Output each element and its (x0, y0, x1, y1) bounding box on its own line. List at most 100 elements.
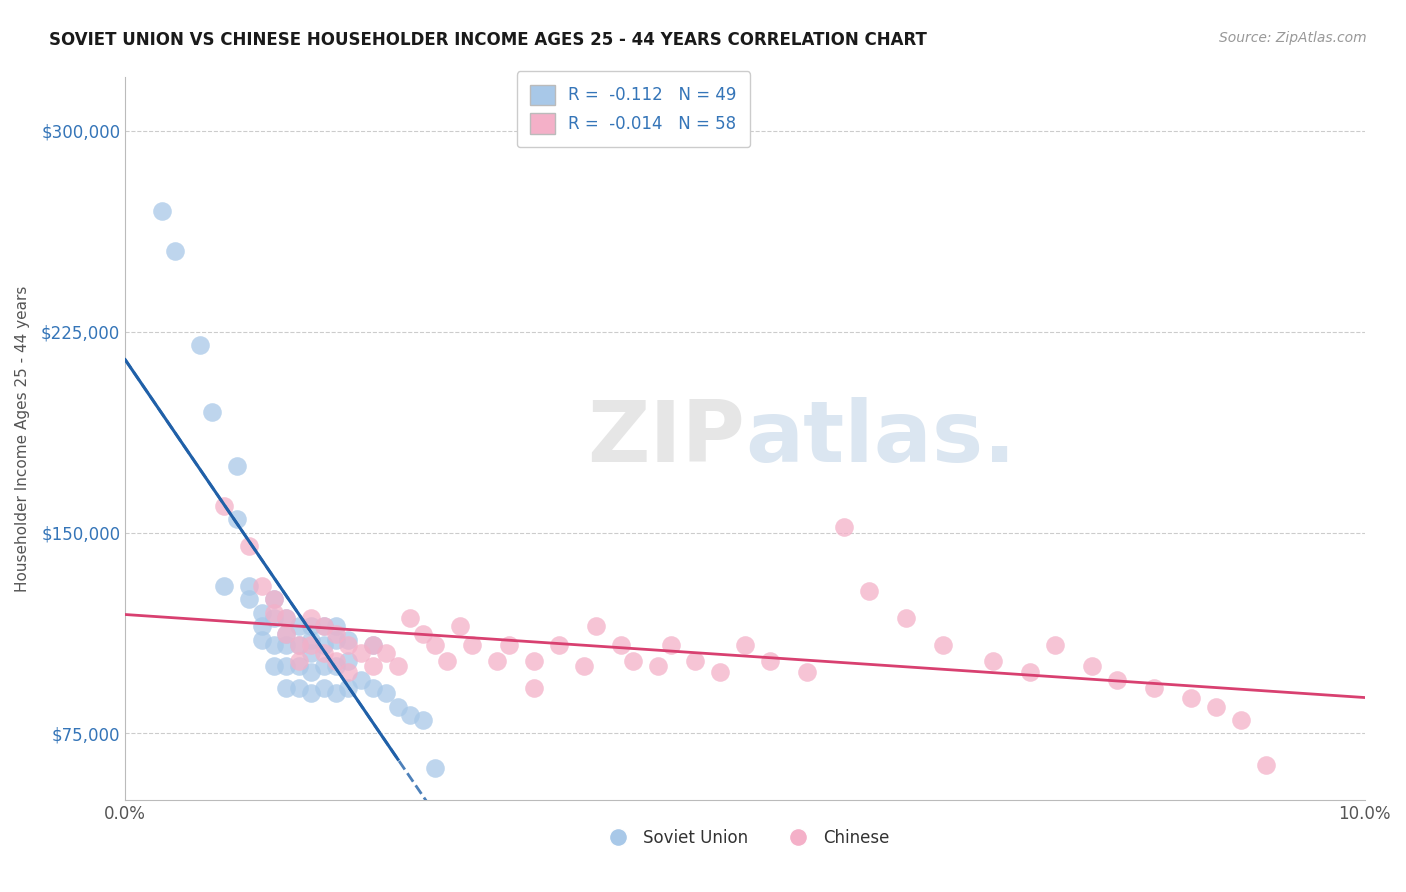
Point (361, 659, 384, 673)
Point (659, 638, 682, 652)
Legend: Soviet Union, Chinese: Soviet Union, Chinese (595, 822, 896, 854)
Point (858, 584, 880, 599)
Point (276, 681, 298, 695)
Point (412, 713, 434, 727)
Point (263, 611, 285, 625)
Point (325, 659, 347, 673)
Point (572, 659, 595, 673)
Point (350, 646, 373, 660)
Point (623, 654, 645, 668)
Point (263, 606, 285, 620)
Point (250, 606, 273, 620)
Point (225, 458, 247, 473)
Point (312, 619, 335, 633)
Point (299, 665, 322, 679)
Point (610, 638, 633, 652)
Point (337, 638, 360, 652)
Point (1081, 659, 1104, 673)
Point (387, 659, 409, 673)
Point (325, 686, 347, 700)
Point (832, 520, 855, 534)
Point (287, 659, 309, 673)
Point (709, 665, 731, 679)
Text: Source: ZipAtlas.com: Source: ZipAtlas.com (1219, 31, 1367, 45)
Y-axis label: Householder Income Ages 25 - 44 years: Householder Income Ages 25 - 44 years (15, 285, 30, 592)
Point (374, 686, 396, 700)
Point (894, 611, 917, 625)
Point (647, 659, 669, 673)
Point (1180, 691, 1202, 706)
Point (361, 638, 384, 652)
Point (796, 665, 818, 679)
Point (238, 539, 260, 553)
Point (225, 512, 247, 526)
Point (163, 244, 186, 259)
Point (486, 654, 509, 668)
Point (287, 638, 309, 652)
Point (734, 638, 756, 652)
Point (548, 638, 571, 652)
Point (337, 665, 360, 679)
Point (374, 646, 396, 660)
Point (152, 204, 174, 219)
Point (1105, 673, 1128, 687)
Point (263, 592, 285, 607)
Point (312, 681, 335, 695)
Point (337, 632, 360, 647)
Point (436, 654, 458, 668)
Point (276, 611, 298, 625)
Point (387, 699, 409, 714)
Point (523, 681, 546, 695)
Point (1205, 699, 1227, 714)
Point (361, 638, 384, 652)
Point (250, 619, 273, 633)
Point (287, 681, 309, 695)
Point (312, 638, 335, 652)
Point (1143, 681, 1166, 695)
Point (423, 761, 446, 775)
Point (299, 611, 322, 625)
Point (263, 659, 285, 673)
Point (325, 627, 347, 641)
Point (1254, 758, 1277, 772)
Point (276, 627, 298, 641)
Point (299, 638, 322, 652)
Point (399, 707, 422, 722)
Point (423, 638, 446, 652)
Point (263, 592, 285, 607)
Point (325, 619, 347, 633)
Point (276, 659, 298, 673)
Point (299, 632, 322, 647)
Point (188, 338, 211, 352)
Point (685, 654, 707, 668)
Text: atlas.: atlas. (745, 397, 1017, 480)
Point (250, 579, 273, 593)
Point (758, 654, 780, 668)
Point (325, 654, 347, 668)
Text: ZIP: ZIP (588, 397, 745, 480)
Point (299, 686, 322, 700)
Point (932, 638, 955, 652)
Point (1230, 713, 1253, 727)
Point (250, 632, 273, 647)
Point (337, 654, 360, 668)
Point (325, 632, 347, 647)
Point (214, 579, 236, 593)
Text: SOVIET UNION VS CHINESE HOUSEHOLDER INCOME AGES 25 - 44 YEARS CORRELATION CHART: SOVIET UNION VS CHINESE HOUSEHOLDER INCO… (49, 31, 927, 49)
Point (276, 638, 298, 652)
Point (276, 611, 298, 625)
Point (585, 619, 607, 633)
Point (498, 638, 520, 652)
Point (1043, 638, 1066, 652)
Point (523, 654, 546, 668)
Point (361, 681, 384, 695)
Point (299, 646, 322, 660)
Point (337, 681, 360, 695)
Point (238, 579, 260, 593)
Point (276, 627, 298, 641)
Point (214, 499, 236, 513)
Point (263, 638, 285, 652)
Point (312, 619, 335, 633)
Point (299, 619, 322, 633)
Point (287, 638, 309, 652)
